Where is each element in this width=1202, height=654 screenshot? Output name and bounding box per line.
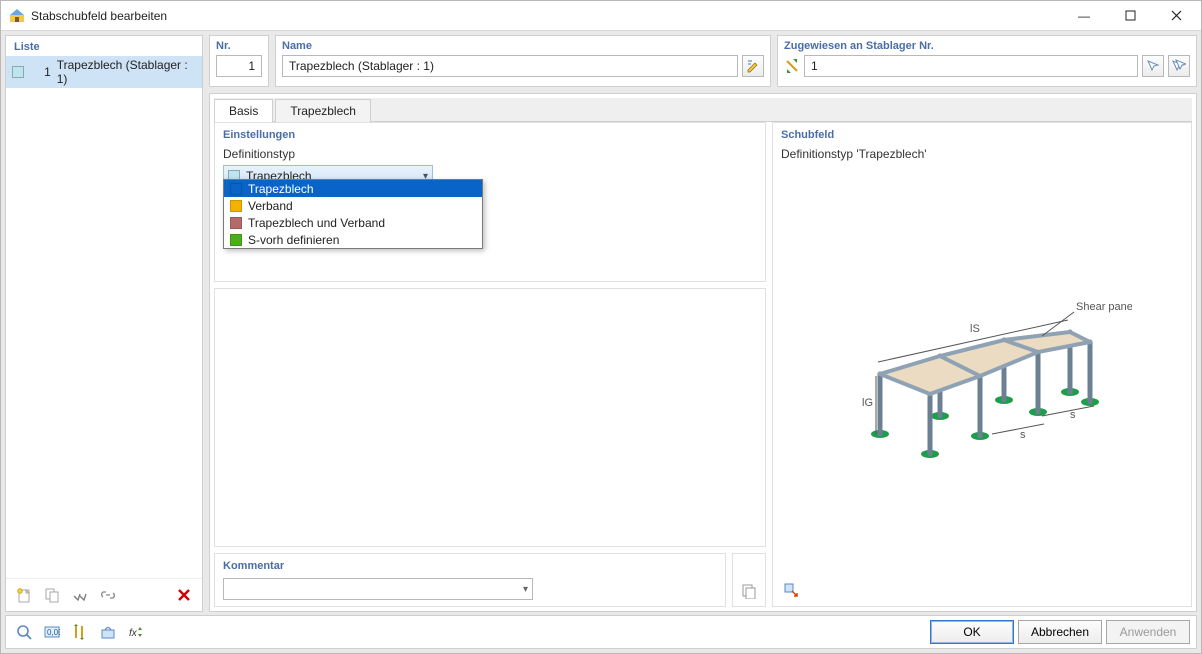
dropdown-item-label: Trapezblech	[248, 182, 314, 196]
client-area: Liste 1 Trapezblech (Stablager : 1)	[1, 31, 1201, 653]
main-row: Liste 1 Trapezblech (Stablager : 1)	[5, 35, 1197, 612]
maximize-button[interactable]	[1107, 1, 1153, 30]
kommentar-combo[interactable]: ▾	[223, 578, 533, 600]
preview-subtitle: Definitionstyp 'Trapezblech'	[781, 147, 1183, 161]
kommentar-row: Kommentar ▾	[214, 553, 766, 607]
window-buttons: —	[1061, 1, 1199, 30]
dropdown-item-label: Verband	[248, 199, 293, 213]
dropdown-swatch	[230, 200, 242, 212]
copy-item-button[interactable]	[40, 583, 64, 607]
tab-trapezblech[interactable]: Trapezblech	[275, 99, 371, 122]
dropdown-item[interactable]: Trapezblech	[224, 180, 482, 197]
list-item[interactable]: 1 Trapezblech (Stablager : 1)	[6, 56, 202, 88]
label-ls: lS	[970, 323, 980, 335]
dialog-footer: 0,00 fx OK Abbrechen Anwenden	[5, 615, 1197, 649]
close-button[interactable]	[1153, 1, 1199, 30]
chevron-down-icon: ▾	[523, 584, 528, 595]
assigned-label: Zugewiesen an Stablager Nr.	[784, 40, 1190, 52]
deftype-label: Definitionstyp	[223, 147, 757, 161]
name-group: Name Trapezblech (Stablager : 1)	[275, 35, 771, 87]
pick-multi-button[interactable]	[1168, 55, 1190, 77]
pick-single-button[interactable]	[1142, 55, 1164, 77]
tool-fx-button[interactable]: fx	[124, 620, 148, 644]
tool-a-button[interactable]	[68, 620, 92, 644]
middle-area: Basis Trapezblech Einstellungen Definiti…	[209, 93, 1197, 612]
preview-body: Shear panel lS lG s s	[773, 167, 1191, 574]
list-item-swatch	[12, 66, 24, 78]
tab-bar: Basis Trapezblech	[214, 98, 1192, 122]
svg-text:0,00: 0,00	[47, 628, 60, 637]
kommentar-title: Kommentar	[223, 560, 717, 572]
list-header: Liste	[6, 36, 202, 56]
apply-button[interactable]: Anwenden	[1106, 620, 1190, 644]
assigned-input[interactable]: 1	[804, 55, 1138, 77]
app-icon	[9, 8, 25, 24]
dropdown-swatch	[230, 217, 242, 229]
titlebar: Stabschubfeld bearbeiten —	[1, 1, 1201, 31]
dropdown-item[interactable]: Trapezblech und Verband	[224, 214, 482, 231]
dropdown-swatch	[230, 234, 242, 246]
list-column: Liste 1 Trapezblech (Stablager : 1)	[5, 35, 203, 612]
nr-input[interactable]: 1	[216, 55, 262, 77]
dialog-window: Stabschubfeld bearbeiten — Liste 1 Trape…	[0, 0, 1202, 654]
name-input[interactable]: Trapezblech (Stablager : 1)	[282, 55, 738, 77]
list-item-number: 1	[30, 65, 51, 79]
list-body: 1 Trapezblech (Stablager : 1)	[6, 56, 202, 578]
assigned-group: Zugewiesen an Stablager Nr. 1	[777, 35, 1197, 87]
label-s1: s	[1070, 409, 1076, 421]
link-button[interactable]	[96, 583, 120, 607]
preview-expand-button[interactable]	[779, 578, 803, 602]
help-button[interactable]	[12, 620, 36, 644]
preview-header: Schubfeld Definitionstyp 'Trapezblech'	[773, 123, 1191, 167]
units-button[interactable]: 0,00	[40, 620, 64, 644]
kommentar-savebtn-panel	[732, 553, 766, 607]
dropdown-swatch	[230, 183, 242, 195]
settings-title: Einstellungen	[223, 129, 757, 141]
cancel-button[interactable]: Abbrechen	[1018, 620, 1102, 644]
settings-column: Einstellungen Definitionstyp Trapezblech…	[214, 122, 766, 607]
new-item-button[interactable]	[12, 583, 36, 607]
label-shear-panel: Shear panel	[1076, 301, 1132, 313]
list-item-label: Trapezblech (Stablager : 1)	[57, 58, 196, 86]
dropdown-item[interactable]: Verband	[224, 197, 482, 214]
minimize-button[interactable]: —	[1061, 1, 1107, 30]
kommentar-panel: Kommentar ▾	[214, 553, 726, 607]
list-footer	[6, 578, 202, 611]
window-title: Stabschubfeld bearbeiten	[31, 9, 1061, 23]
right-column: Nr. 1 Name Trapezblech (Stablager : 1)	[209, 35, 1197, 612]
label-s2: s	[1020, 429, 1026, 441]
delete-item-button[interactable]	[172, 583, 196, 607]
assigned-icon	[784, 58, 800, 74]
nr-label: Nr.	[216, 40, 262, 52]
nr-group: Nr. 1	[209, 35, 269, 87]
preview-panel: Schubfeld Definitionstyp 'Trapezblech'	[772, 122, 1192, 607]
tool-b-button[interactable]	[96, 620, 120, 644]
preview-title: Schubfeld	[781, 129, 1183, 141]
kommentar-template-button[interactable]	[738, 580, 760, 602]
top-fields: Nr. 1 Name Trapezblech (Stablager : 1)	[209, 35, 1197, 87]
name-label: Name	[282, 40, 764, 52]
settings-panel: Einstellungen Definitionstyp Trapezblech…	[214, 122, 766, 282]
dropdown-item-label: S-vorh definieren	[248, 233, 339, 247]
edit-name-button[interactable]	[742, 55, 764, 77]
content-row: Einstellungen Definitionstyp Trapezblech…	[210, 122, 1196, 611]
dropdown-item-label: Trapezblech und Verband	[248, 216, 385, 230]
tab-basis[interactable]: Basis	[214, 99, 273, 122]
deftype-dropdown: Trapezblech Verband Trapezblech und Verb…	[223, 179, 483, 249]
ok-button[interactable]: OK	[930, 620, 1014, 644]
settings-filler	[214, 288, 766, 547]
svg-text:fx: fx	[129, 628, 138, 639]
label-lg: lG	[862, 397, 873, 409]
preview-footer	[773, 574, 1191, 606]
dropdown-item[interactable]: S-vorh definieren	[224, 231, 482, 248]
preview-diagram: Shear panel lS lG s s	[832, 266, 1132, 476]
check-button[interactable]	[68, 583, 92, 607]
